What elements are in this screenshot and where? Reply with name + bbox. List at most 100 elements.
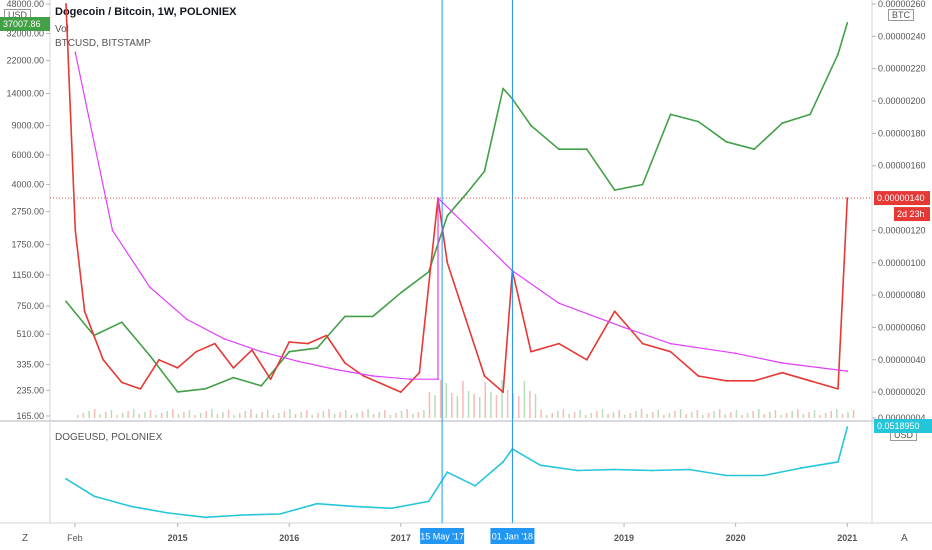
volume-bar (685, 414, 687, 418)
dogebtc-series-point (613, 310, 616, 313)
volume-bar (518, 396, 520, 418)
btcusd-series-point (344, 315, 346, 318)
volume-bar (172, 409, 174, 418)
volume-bar (384, 410, 386, 418)
trend-series-point (437, 378, 439, 381)
chart-title: Dogecoin / Bitcoin, 1W, POLONIEX (55, 6, 237, 18)
volume-bar (110, 410, 113, 418)
volume-bar (222, 412, 224, 418)
time-tick-label: 2016 (279, 533, 299, 543)
volume-bar (456, 396, 459, 418)
right-tick-label: 0.00000004 (878, 413, 926, 423)
dogeusd-series-point (688, 468, 691, 471)
dogebtc-series-point (269, 378, 272, 381)
trend-series-point (111, 229, 114, 232)
btcusd-series-point (288, 350, 291, 353)
volume-bar (713, 411, 715, 418)
trend-series-point (186, 318, 188, 321)
volume-bar (651, 412, 654, 418)
btc-scale-badge[interactable]: BTC (888, 9, 914, 21)
vol-label: Vol (55, 24, 69, 35)
btcusd-series-point (558, 148, 560, 151)
btcusd-series-point (846, 21, 849, 24)
btcusd-series-point (669, 113, 672, 116)
dogeusd-series-point (316, 502, 319, 505)
btcusd-series-point (613, 189, 616, 192)
volume-bar (629, 413, 632, 418)
dogebtc-series-point (251, 349, 253, 351)
btcusd-series-point (781, 122, 784, 125)
btcusd-series-point (697, 120, 700, 123)
volume-bar (339, 412, 341, 418)
volume-bar (132, 409, 135, 418)
right-tick-label: 0.00000240 (878, 31, 926, 41)
trend-series-line (74, 52, 848, 380)
volume-bar (780, 415, 782, 418)
volume-bar (278, 413, 280, 418)
volume-bar (378, 412, 381, 418)
volume-bar (305, 410, 308, 418)
trend-series-point (148, 286, 151, 288)
volume-bar (612, 412, 615, 418)
trend-series-point (297, 360, 300, 363)
volume-bar (105, 412, 107, 418)
dogeusd-last-tag: 0.0518950 (877, 421, 920, 431)
dogebtc-series-point (74, 229, 77, 232)
volume-bar (657, 410, 660, 418)
trend-series-point (74, 51, 77, 54)
volume-bar (808, 412, 810, 418)
btcusd-series-point (260, 384, 263, 387)
volume-bar (819, 415, 821, 418)
volume-bar (534, 394, 537, 418)
trend-series-point (372, 375, 374, 377)
dogeusd-last-tag-bg (874, 419, 932, 433)
volume-bar (668, 413, 671, 418)
auto-scale-label[interactable]: A (901, 533, 908, 544)
volume-bar (663, 415, 665, 418)
btcusd-series-point (120, 321, 123, 324)
volume-bar (266, 410, 269, 418)
dogebtc-series-point (418, 371, 421, 374)
axes: 0.00000260 0.00000240 0.00000220 0.00000200… (6, 0, 925, 543)
left-tick-label: 14000.00 (6, 88, 44, 98)
dogebtc-series-point (697, 375, 700, 377)
dogebtc-series-point (158, 358, 160, 361)
volume-bar (216, 414, 219, 418)
volume-bar (77, 415, 79, 418)
dogeusd-series-point (241, 514, 244, 516)
volume-bar (294, 414, 297, 418)
crosshair-label-bg (420, 528, 465, 544)
volume-bar (166, 411, 168, 418)
volume-bar (350, 415, 353, 418)
volume-bar (802, 414, 805, 418)
dogebtc-last-tag-bg (874, 191, 930, 206)
volume-bar (160, 413, 163, 418)
dogeusd-legend: DOGEUSD, POLONIEX (55, 432, 163, 443)
volume-bar (797, 409, 799, 418)
dogebtc-series-point (641, 342, 644, 345)
volume-bar (372, 414, 375, 418)
dogebtc-series-point (362, 375, 365, 377)
btcusd-series-point (585, 148, 588, 151)
dogebtc-series-point (65, 3, 67, 5)
zoom-label[interactable]: Z (22, 533, 29, 544)
volume-bar (283, 411, 286, 418)
volume-bar (501, 380, 503, 418)
dogebtc-series-point (381, 383, 384, 385)
btcusd-series-point (176, 390, 179, 393)
dogebtc-series-point (83, 310, 86, 313)
dogeusd-series-point (167, 512, 170, 514)
volume-bar (724, 414, 726, 418)
volume-bar (590, 413, 593, 418)
crosshair-label-bg (490, 528, 535, 544)
volume-bar (345, 410, 347, 418)
volume-bar (852, 410, 855, 418)
dogebtc-series-point (325, 334, 328, 337)
btcusd-series-point (641, 183, 644, 186)
volume-bar (551, 413, 553, 418)
volume-bar (88, 411, 90, 418)
left-tick-label: 32000.00 (6, 28, 44, 38)
volume-bar (395, 413, 397, 418)
dogeusd-series-point (353, 505, 356, 508)
